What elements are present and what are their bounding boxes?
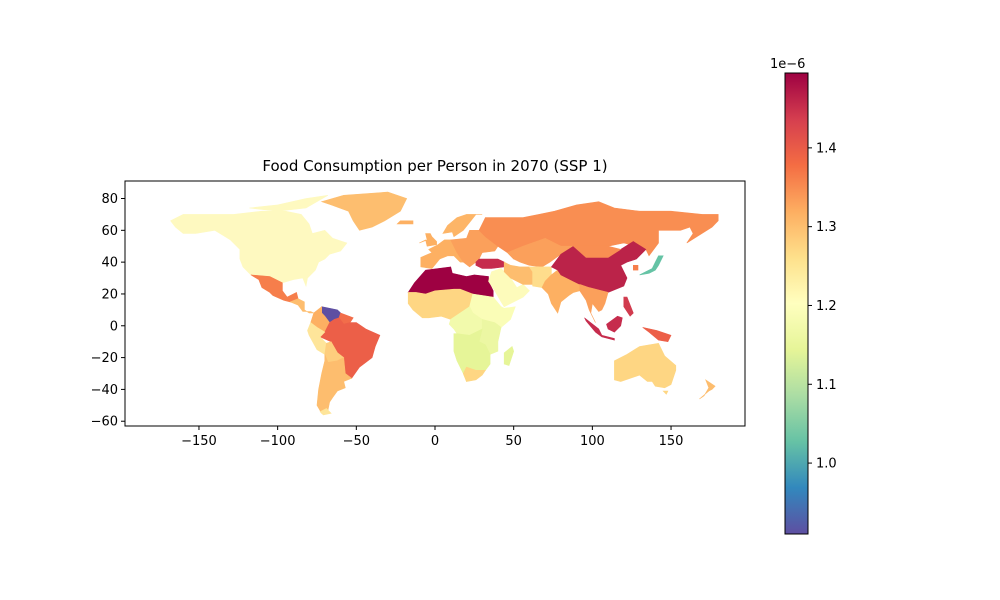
colorbar-tick-label: 1.0 — [816, 457, 837, 472]
y-tick-label: 80 — [101, 192, 118, 207]
region-tierra-del-fuego — [319, 408, 332, 416]
x-tick-label: −50 — [343, 434, 370, 449]
region-tasmania — [662, 390, 669, 395]
region-canadian-arctic — [249, 195, 329, 212]
region-sumatra-java — [584, 317, 615, 341]
region-central-america — [289, 298, 314, 314]
region-iceland — [396, 220, 414, 225]
y-tick-label: −40 — [91, 383, 118, 398]
region-north-america — [170, 210, 348, 288]
chart-title: Food Consumption per Person in 2070 (SSP… — [262, 157, 607, 175]
colorbar-offset-label: 1e−6 — [770, 57, 805, 72]
region-turkey-caucasus — [475, 258, 505, 269]
x-tick-label: 0 — [431, 434, 439, 449]
region-madagascar — [503, 345, 515, 366]
y-tick-label: 0 — [110, 319, 118, 334]
region-greenland — [320, 191, 408, 231]
colorbar-tick-label: 1.3 — [816, 220, 837, 235]
region-australia — [614, 342, 677, 389]
colorbar-tick-label: 1.1 — [816, 378, 837, 393]
x-axis: −150 −100 −50 0 50 100 150 — [181, 426, 683, 449]
x-tick-label: −150 — [181, 434, 217, 449]
y-axis: −60 −40 −20 0 20 40 60 80 — [91, 192, 125, 430]
region-scandinavia — [442, 214, 483, 238]
y-tick-label: 60 — [101, 224, 118, 239]
x-tick-label: 100 — [580, 434, 605, 449]
region-arabia — [488, 268, 530, 308]
region-europe-east — [450, 230, 499, 268]
region-philippines — [623, 296, 634, 317]
y-tick-label: 20 — [101, 287, 118, 302]
region-mongolia — [572, 245, 622, 258]
x-tick-label: 150 — [659, 434, 684, 449]
y-tick-label: 40 — [101, 256, 118, 271]
colorbar-tick-label: 1.2 — [816, 299, 837, 314]
region-southern-africa — [453, 328, 491, 382]
y-tick-label: −20 — [91, 351, 118, 366]
region-japan — [639, 255, 664, 276]
region-british-isles — [419, 233, 437, 247]
colorbar — [784, 72, 809, 535]
colorbar-tick-label: 1.4 — [816, 141, 837, 156]
region-central-asia — [506, 237, 575, 268]
region-south-africa — [462, 366, 486, 382]
region-argentina-chile — [316, 354, 353, 414]
region-korea — [632, 264, 639, 271]
region-borneo-sulawesi — [606, 315, 623, 333]
y-tick-label: −60 — [91, 415, 118, 430]
region-southeast-asia — [579, 283, 609, 323]
x-tick-label: 50 — [505, 434, 522, 449]
region-new-zealand — [699, 379, 716, 400]
region-new-guinea — [642, 327, 672, 343]
x-tick-label: −100 — [260, 434, 296, 449]
map-regions — [170, 191, 719, 416]
colorbar-ticks: 1.0 1.1 1.2 1.3 1.4 — [808, 141, 837, 472]
